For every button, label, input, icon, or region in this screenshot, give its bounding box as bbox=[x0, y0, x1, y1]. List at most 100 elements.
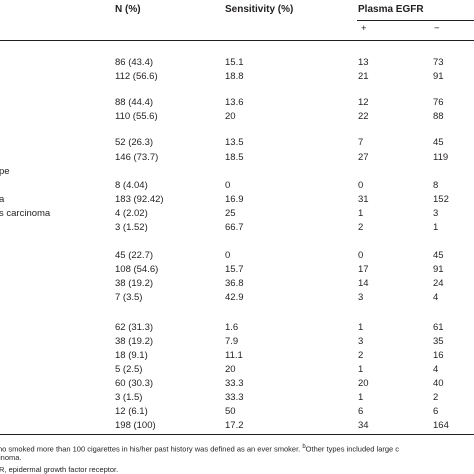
cell: 2 bbox=[358, 222, 364, 233]
cell: 152 bbox=[433, 194, 449, 205]
cell: 16.9 bbox=[225, 194, 244, 205]
column-header: N (%) bbox=[115, 4, 141, 15]
cell: 27 bbox=[358, 152, 369, 163]
cell: 15.1 bbox=[225, 57, 244, 68]
cell: 8 bbox=[433, 180, 439, 191]
cell: 1 bbox=[358, 208, 364, 219]
cell: 3 bbox=[433, 208, 439, 219]
cell: 40 bbox=[433, 378, 444, 389]
cell: 183 (92.42) bbox=[115, 194, 164, 205]
footnote-text: Other types included large c bbox=[305, 444, 400, 454]
cell: 20 bbox=[358, 378, 369, 389]
cell: 17.2 bbox=[225, 420, 244, 431]
footnote: ho smoked more than 100 cigarettes in hi… bbox=[0, 441, 399, 456]
cell: 164 bbox=[433, 420, 449, 431]
cell: 52 (26.3) bbox=[115, 137, 154, 148]
cell: 18 (9.1) bbox=[115, 350, 148, 361]
cell: 18.5 bbox=[225, 152, 244, 163]
cell: 66.7 bbox=[225, 222, 244, 233]
cell: 14 bbox=[358, 278, 369, 289]
cell: 6 bbox=[358, 406, 364, 417]
cell: 110 (55.6) bbox=[115, 111, 158, 122]
cell: 91 bbox=[433, 71, 444, 82]
header-rule bbox=[0, 40, 474, 41]
cell: 3 bbox=[358, 292, 364, 303]
cell: 45 bbox=[433, 137, 444, 148]
cell: 4 (2.02) bbox=[115, 208, 148, 219]
cell: 0 bbox=[358, 250, 364, 261]
cell: 50 bbox=[225, 406, 236, 417]
cell: 1 bbox=[358, 322, 364, 333]
cell: 91 bbox=[433, 264, 444, 275]
cell: 5 (2.5) bbox=[115, 364, 143, 375]
cell: 12 (6.1) bbox=[115, 406, 148, 417]
cell: 38 (19.2) bbox=[115, 336, 154, 347]
footnote: R, epidermal growth factor receptor. bbox=[0, 465, 119, 474]
cell: 108 (54.6) bbox=[115, 264, 159, 275]
cell: 15.7 bbox=[225, 264, 244, 275]
cell: 4 bbox=[433, 292, 439, 303]
cell: 33.3 bbox=[225, 392, 244, 403]
cell: 20 bbox=[225, 364, 236, 375]
cell: 112 (56.6) bbox=[115, 71, 158, 82]
cell: 2 bbox=[358, 350, 364, 361]
cell: 6 bbox=[433, 406, 439, 417]
cell: 1 bbox=[433, 222, 439, 233]
bottom-rule bbox=[0, 434, 474, 435]
cell: 86 (43.4) bbox=[115, 57, 154, 68]
subheader: − bbox=[434, 23, 440, 34]
footnote-marker: b bbox=[302, 444, 306, 450]
cell: 0 bbox=[358, 180, 364, 191]
cell: 35 bbox=[433, 336, 444, 347]
cell: 3 (1.52) bbox=[115, 222, 148, 233]
cell: 73 bbox=[433, 57, 444, 68]
cell: 11.1 bbox=[225, 350, 243, 361]
cell: 1 bbox=[358, 364, 364, 375]
cell: 3 (1.5) bbox=[115, 392, 143, 403]
cell: 119 bbox=[433, 152, 449, 163]
column-header: Sensitivity (%) bbox=[225, 4, 294, 15]
column-header: Plasma EGFR bbox=[358, 4, 424, 15]
cell: 38 (19.2) bbox=[115, 278, 154, 289]
cell: 16 bbox=[433, 350, 444, 361]
cell: 62 (31.3) bbox=[115, 322, 154, 333]
cell: 45 bbox=[433, 250, 444, 261]
cell: 13.5 bbox=[225, 137, 244, 148]
cell: 22 bbox=[358, 111, 369, 122]
cell: 13.6 bbox=[225, 97, 244, 108]
cell: 0 bbox=[225, 250, 231, 261]
row-label: a bbox=[0, 194, 5, 205]
footnote-text: ho smoked more than 100 cigarettes in hi… bbox=[0, 444, 303, 454]
cell: 146 (73.7) bbox=[115, 152, 159, 163]
cell: 4 bbox=[433, 364, 439, 375]
cell: 42.9 bbox=[225, 292, 244, 303]
cell: 76 bbox=[433, 97, 444, 108]
cell: 0 bbox=[225, 180, 231, 191]
cell: 88 (44.4) bbox=[115, 97, 154, 108]
cell: 18.8 bbox=[225, 71, 244, 82]
cell: 20 bbox=[225, 111, 236, 122]
cell: 1 bbox=[358, 392, 364, 403]
cell: 3 bbox=[358, 336, 364, 347]
row-label: pe bbox=[0, 166, 10, 177]
footnote: inoma. bbox=[0, 453, 22, 462]
cell: 21 bbox=[358, 71, 369, 82]
cell: 12 bbox=[358, 97, 369, 108]
cell: 60 (30.3) bbox=[115, 378, 154, 389]
cell: 7 bbox=[358, 137, 364, 148]
cell: 24 bbox=[433, 278, 444, 289]
cell: 198 (100) bbox=[115, 420, 156, 431]
cell: 61 bbox=[433, 322, 444, 333]
cell: 31 bbox=[358, 194, 369, 205]
cell: 36.8 bbox=[225, 278, 244, 289]
cell: 7.9 bbox=[225, 336, 239, 347]
cell: 13 bbox=[358, 57, 369, 68]
cell: 1.6 bbox=[225, 322, 239, 333]
cell: 88 bbox=[433, 111, 444, 122]
cell: 7 (3.5) bbox=[115, 292, 143, 303]
group-rule bbox=[357, 20, 474, 21]
cell: 45 (22.7) bbox=[115, 250, 154, 261]
row-label: s carcinoma bbox=[0, 208, 51, 219]
subheader: + bbox=[361, 23, 367, 34]
